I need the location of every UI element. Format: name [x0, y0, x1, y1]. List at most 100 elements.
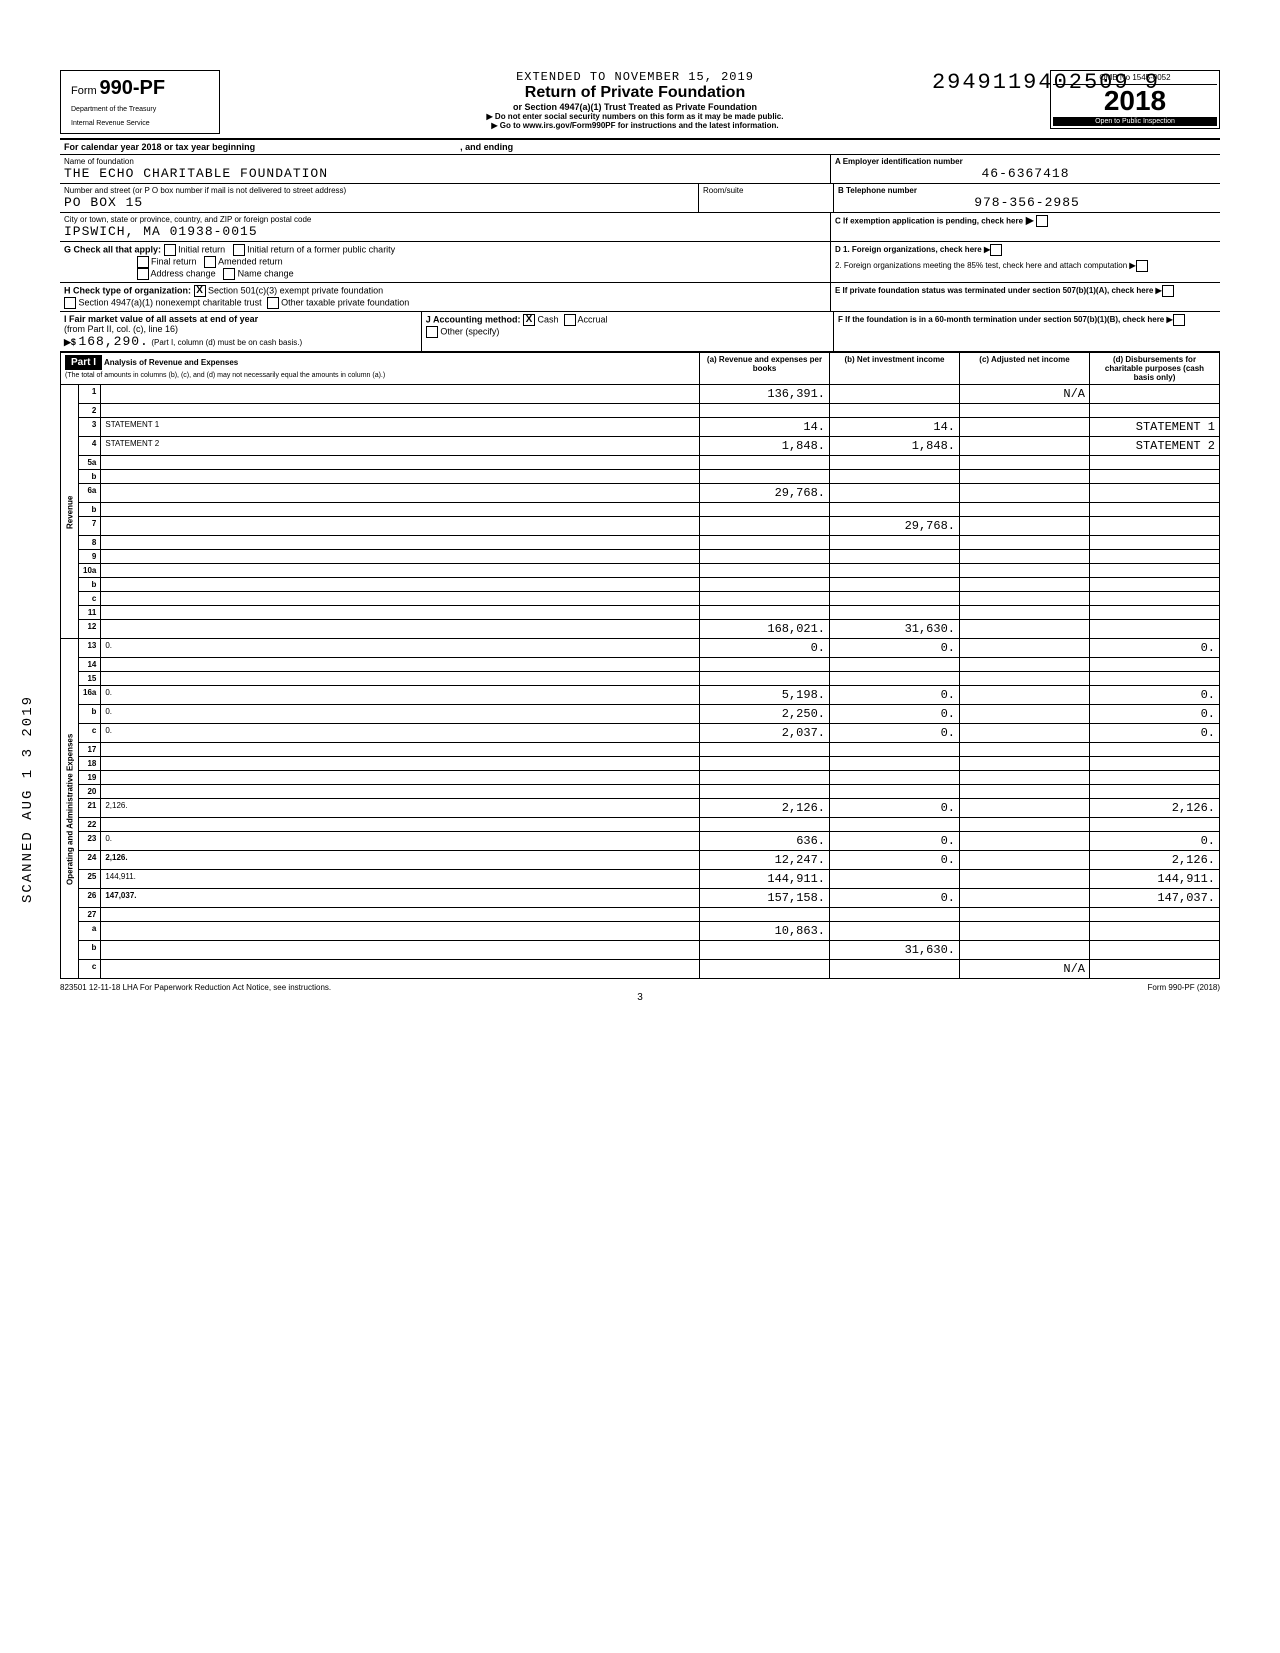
f-label: F If the foundation is in a 60-month ter… — [838, 315, 1164, 324]
line-number: 2 — [79, 404, 101, 418]
table-row: Revenue1136,391.N/A — [61, 385, 1220, 404]
cell-col-c — [960, 550, 1090, 564]
c-label: C If exemption application is pending, c… — [835, 217, 1023, 226]
cell-col-c — [960, 606, 1090, 620]
g-initial-checkbox[interactable] — [164, 244, 176, 256]
table-row: a10,863. — [61, 922, 1220, 941]
line-description: 0. — [101, 724, 700, 743]
addr-phone-row: Number and street (or P O box number if … — [60, 184, 1220, 213]
line-description — [101, 470, 700, 484]
g-amended-checkbox[interactable] — [204, 256, 216, 268]
line-description — [101, 592, 700, 606]
table-row: 27 — [61, 908, 1220, 922]
line-number: 18 — [79, 757, 101, 771]
cell-col-c — [960, 404, 1090, 418]
line-description — [101, 606, 700, 620]
foundation-name: THE ECHO CHARITABLE FOUNDATION — [64, 166, 826, 181]
line-number: 26 — [79, 889, 101, 908]
line-description — [101, 960, 700, 979]
line-description — [101, 517, 700, 536]
cell-col-c — [960, 578, 1090, 592]
cell-col-c — [960, 799, 1090, 818]
g-address-checkbox[interactable] — [137, 268, 149, 280]
cell-col-c — [960, 517, 1090, 536]
j-other: Other (specify) — [440, 327, 499, 337]
h2-checkbox[interactable] — [64, 297, 76, 309]
line-number: c — [79, 724, 101, 743]
d2-label: 2. Foreign organizations meeting the 85%… — [835, 261, 1127, 270]
cell-col-a: 12,247. — [700, 851, 830, 870]
line-number: 24 — [79, 851, 101, 870]
e-checkbox[interactable] — [1162, 285, 1174, 297]
cell-col-d — [1090, 818, 1220, 832]
line-description: 2,126. — [101, 851, 700, 870]
j-accrual: Accrual — [578, 315, 608, 325]
cell-col-c — [960, 620, 1090, 639]
cell-col-c — [960, 870, 1090, 889]
i-note: (Part I, column (d) must be on cash basi… — [151, 338, 302, 347]
g-name: Name change — [238, 269, 294, 279]
g-initial-former-checkbox[interactable] — [233, 244, 245, 256]
line-description — [101, 743, 700, 757]
cell-col-d: 2,126. — [1090, 851, 1220, 870]
cell-col-b — [830, 658, 960, 672]
c-checkbox[interactable] — [1036, 215, 1048, 227]
cell-col-c — [960, 889, 1090, 908]
line-description: 0. — [101, 705, 700, 724]
j-other-checkbox[interactable] — [426, 326, 438, 338]
table-row: 19 — [61, 771, 1220, 785]
cell-col-a: 636. — [700, 832, 830, 851]
cell-col-a: 144,911. — [700, 870, 830, 889]
city-label: City or town, state or province, country… — [64, 215, 826, 224]
j-cash-checkbox[interactable]: X — [523, 314, 535, 326]
line-description — [101, 578, 700, 592]
cell-col-d — [1090, 620, 1220, 639]
d1-checkbox[interactable] — [990, 244, 1002, 256]
i-value: 168,290. — [78, 334, 148, 349]
cell-col-d — [1090, 503, 1220, 517]
cell-col-c — [960, 771, 1090, 785]
h1-checkbox[interactable]: X — [194, 285, 206, 297]
cell-col-a: 168,021. — [700, 620, 830, 639]
cell-col-b — [830, 870, 960, 889]
line-number: 4 — [79, 437, 101, 456]
col-d-header: (d) Disbursements for charitable purpose… — [1090, 353, 1220, 385]
cell-col-d — [1090, 517, 1220, 536]
f-checkbox[interactable] — [1173, 314, 1185, 326]
cell-col-c — [960, 686, 1090, 705]
cell-col-a — [700, 672, 830, 686]
cell-col-d — [1090, 564, 1220, 578]
table-row: 17 — [61, 743, 1220, 757]
cell-col-c: N/A — [960, 385, 1090, 404]
g-name-checkbox[interactable] — [223, 268, 235, 280]
d2-checkbox[interactable] — [1136, 260, 1148, 272]
table-row: 2 — [61, 404, 1220, 418]
cell-col-c — [960, 705, 1090, 724]
cell-col-b — [830, 564, 960, 578]
cell-col-a — [700, 818, 830, 832]
page-footer: 823501 12-11-18 LHA For Paperwork Reduct… — [60, 983, 1220, 992]
cell-col-c — [960, 564, 1090, 578]
table-row: c — [61, 592, 1220, 606]
table-row: b — [61, 503, 1220, 517]
table-row: 15 — [61, 672, 1220, 686]
room-label: Room/suite — [703, 186, 829, 195]
g-final-checkbox[interactable] — [137, 256, 149, 268]
part1-table: Part I Analysis of Revenue and Expenses … — [60, 352, 1220, 979]
cell-col-b — [830, 470, 960, 484]
dept-treasury: Department of the Treasury — [71, 106, 209, 114]
cell-col-c — [960, 908, 1090, 922]
line-description — [101, 672, 700, 686]
e-label: E If private foundation status was termi… — [835, 286, 1153, 295]
col-b-header: (b) Net investment income — [830, 353, 960, 385]
cell-col-b: 29,768. — [830, 517, 960, 536]
cell-col-a — [700, 456, 830, 470]
cell-col-c — [960, 639, 1090, 658]
cell-col-a — [700, 757, 830, 771]
j-accrual-checkbox[interactable] — [564, 314, 576, 326]
h3-checkbox[interactable] — [267, 297, 279, 309]
cell-col-a: 2,037. — [700, 724, 830, 743]
cell-col-d — [1090, 922, 1220, 941]
table-row: 3STATEMENT 114.14.STATEMENT 1 — [61, 418, 1220, 437]
g-address: Address change — [151, 269, 216, 279]
